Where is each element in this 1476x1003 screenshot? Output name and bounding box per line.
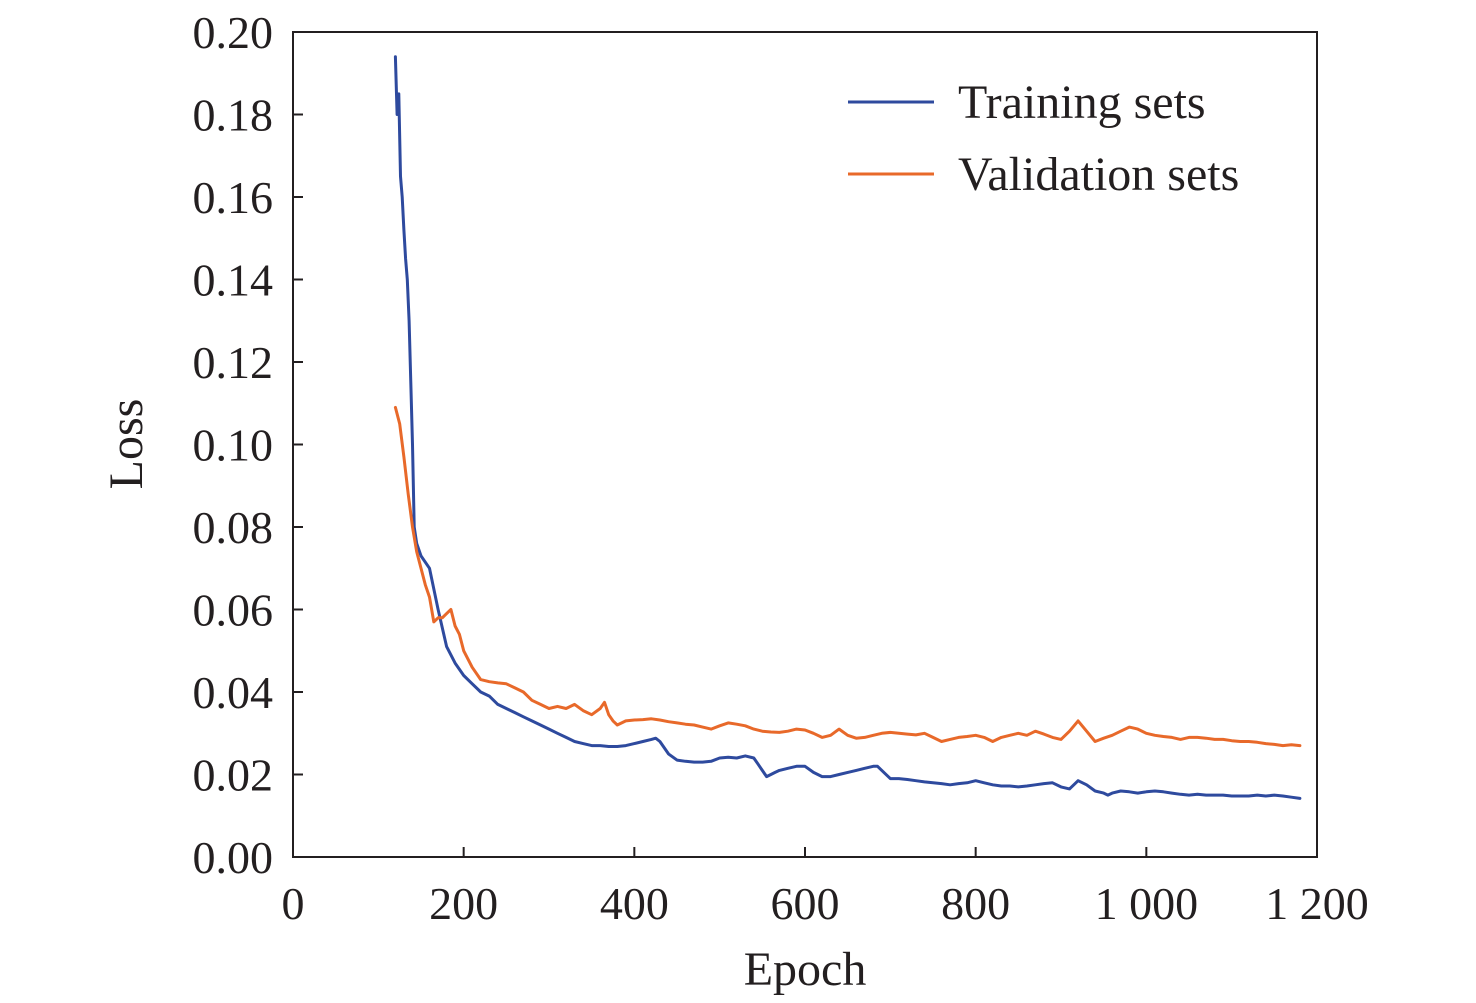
x-tick-label: 1 000 [1095, 878, 1199, 929]
x-tick-label: 200 [429, 878, 498, 929]
y-tick-label: 0.00 [193, 832, 274, 883]
x-tick-label: 600 [771, 878, 840, 929]
y-tick-label: 0.16 [193, 172, 274, 223]
y-tick-label: 0.14 [193, 255, 274, 306]
y-tick-label: 0.12 [193, 337, 274, 388]
series-layer [393, 55, 1302, 800]
series-line-validation [393, 405, 1302, 748]
y-tick-label: 0.08 [193, 502, 274, 553]
y-tick-label: 0.02 [193, 750, 274, 801]
x-tick-label: 400 [600, 878, 669, 929]
x-axis-title: Epoch [744, 943, 867, 996]
x-tick-label: 1 200 [1265, 878, 1369, 929]
y-tick-label: 0.18 [193, 90, 274, 141]
y-axis-title: Loss [100, 399, 153, 490]
y-axis-ticks: 0.00 0.02 0.04 0.06 0.08 0.10 0.12 0.14 0.16 0.18… [193, 7, 303, 883]
y-tick-label: 0.04 [193, 667, 274, 718]
legend-label-validation: Validation sets [958, 148, 1239, 201]
x-tick-label: 0 [282, 878, 305, 929]
series-line-training [393, 55, 1302, 800]
legend: Training sets Validation sets [848, 76, 1239, 201]
y-tick-label: 0.20 [193, 7, 274, 58]
x-axis-ticks: 0 200 400 600 800 1 000 1 200 [282, 847, 1369, 929]
legend-label-training: Training sets [958, 76, 1206, 129]
y-tick-label: 0.06 [193, 585, 274, 636]
x-tick-label: 800 [941, 878, 1010, 929]
y-tick-label: 0.10 [193, 420, 274, 471]
